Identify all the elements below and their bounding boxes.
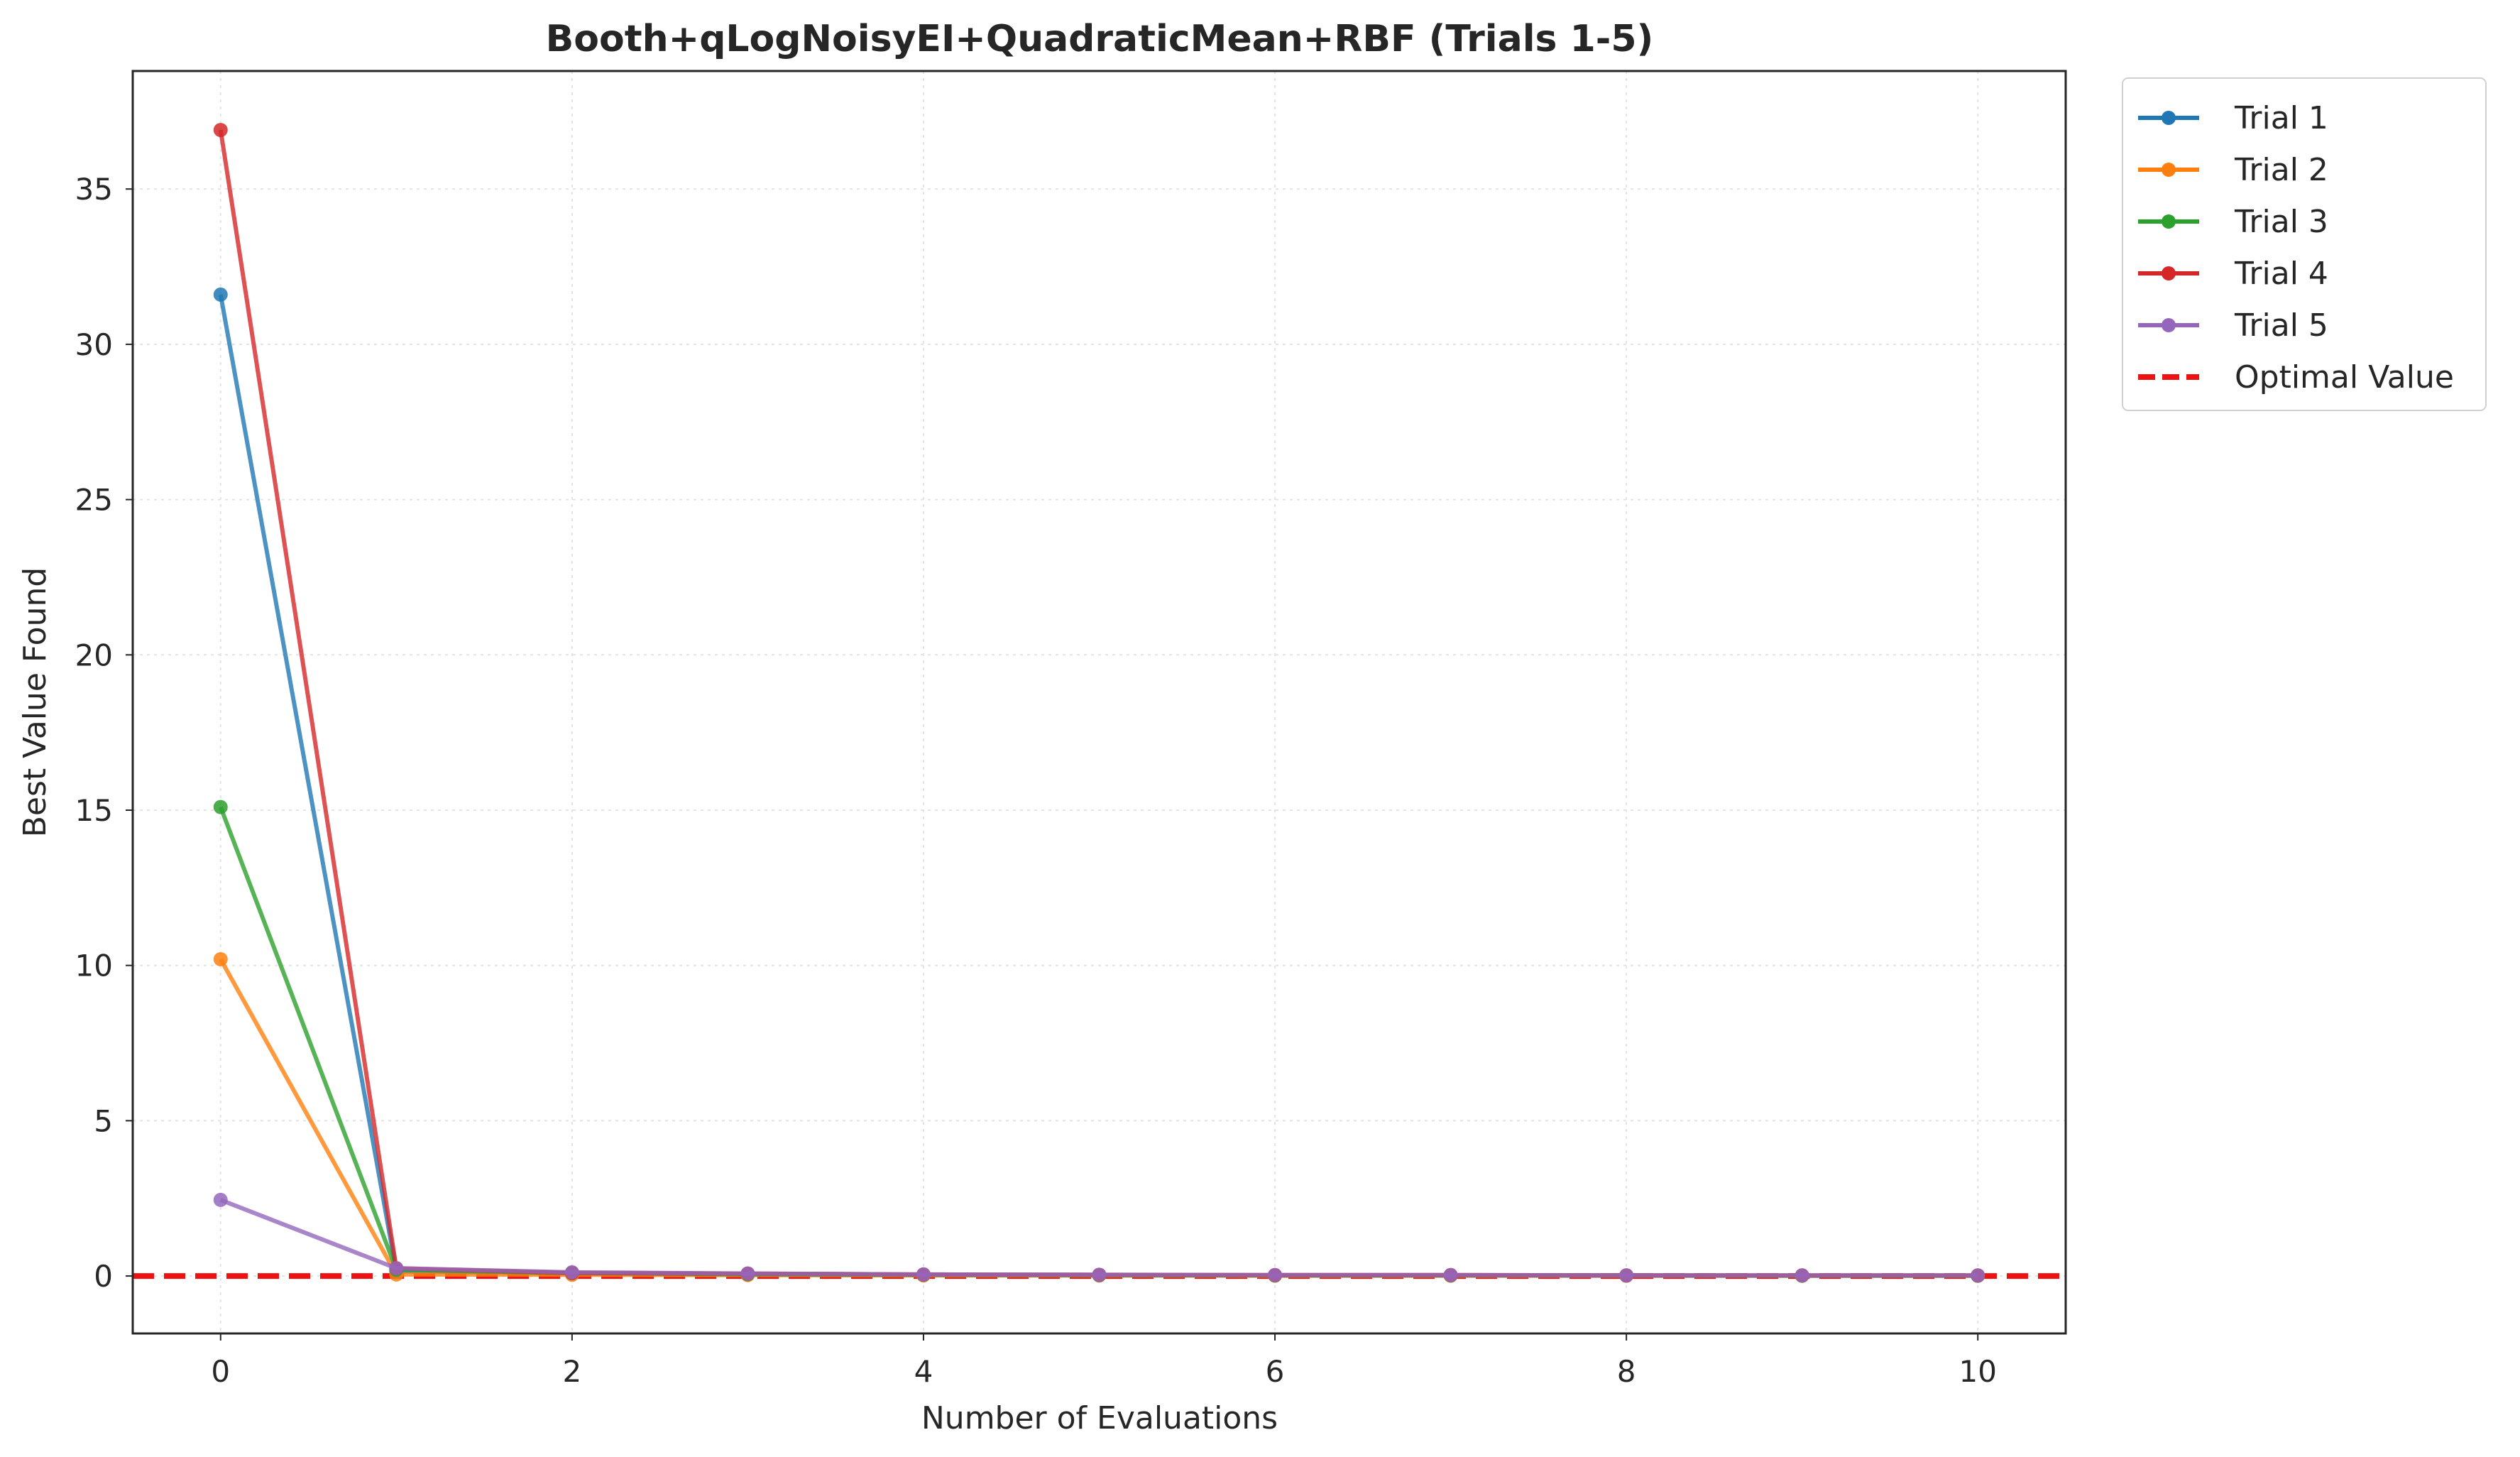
legend-box (2122, 77, 2487, 411)
legend-label: Optimal Value (2235, 359, 2454, 395)
legend-label: Trial 1 (2234, 100, 2328, 136)
legend-entry: Optimal Value (2138, 359, 2454, 395)
y-tick-label: 15 (75, 793, 113, 828)
x-axis-label: Number of Evaluations (921, 1400, 1278, 1436)
data-point (1268, 1267, 1283, 1282)
legend-entry: Trial 2 (2138, 152, 2328, 188)
data-point (740, 1266, 755, 1281)
x-tick-label: 2 (562, 1354, 581, 1389)
y-axis-label: Best Value Found (17, 567, 53, 838)
plot-frame (131, 70, 2067, 1335)
data-point (916, 1267, 931, 1282)
legend-label: Trial 2 (2234, 152, 2328, 188)
data-point (1795, 1268, 1809, 1283)
data-point (213, 123, 228, 138)
series-trial-5 (213, 1192, 1985, 1283)
legend-swatch-marker (2162, 163, 2176, 177)
y-tick-label: 35 (75, 172, 113, 207)
data-point (213, 800, 228, 814)
x-tick-label: 4 (914, 1354, 933, 1389)
data-point (1971, 1268, 1985, 1283)
y-tick-label: 10 (75, 949, 113, 983)
legend-entry: Trial 5 (2138, 307, 2328, 344)
legend-swatch-marker (2162, 266, 2176, 280)
legend-label: Trial 4 (2234, 256, 2328, 292)
x-tick-label: 10 (1959, 1354, 1997, 1389)
y-tick-label: 20 (75, 638, 113, 672)
legend-swatch-marker (2162, 111, 2176, 125)
legend-label: Trial 3 (2234, 204, 2328, 240)
legend-swatch-marker (2162, 318, 2176, 332)
data-point (1443, 1267, 1458, 1282)
legend-entry: Trial 1 (2138, 100, 2328, 136)
chart-title: Booth+qLogNoisyEI+QuadraticMean+RBF (Tri… (546, 18, 1654, 60)
data-point (564, 1265, 579, 1279)
legend-label: Trial 5 (2234, 307, 2328, 344)
legend-swatch-marker (2162, 214, 2176, 229)
x-axis-ticks: 0 2 4 6 8 10 (211, 1333, 1997, 1389)
data-point (213, 287, 228, 302)
legend: Trial 1 Trial 2 Trial 3 Trial 4 Trial 5 Optim… (2122, 77, 2487, 411)
data-point (213, 951, 228, 966)
legend-entry: Trial 4 (2138, 256, 2328, 292)
data-point (213, 1192, 228, 1207)
y-tick-label: 30 (75, 327, 113, 362)
y-tick-label: 0 (94, 1259, 113, 1294)
x-tick-label: 0 (211, 1354, 230, 1389)
x-tick-label: 6 (1266, 1354, 1285, 1389)
legend-entry: Trial 3 (2138, 204, 2328, 240)
data-point (389, 1261, 404, 1276)
y-tick-label: 25 (75, 483, 113, 518)
data-point (1092, 1267, 1107, 1282)
x-tick-label: 8 (1617, 1354, 1636, 1389)
y-axis-ticks: 0 5 10 15 20 25 30 35 (75, 172, 133, 1294)
y-tick-label: 5 (94, 1103, 113, 1138)
series-layer (213, 123, 1985, 1283)
data-point (1619, 1268, 1634, 1283)
